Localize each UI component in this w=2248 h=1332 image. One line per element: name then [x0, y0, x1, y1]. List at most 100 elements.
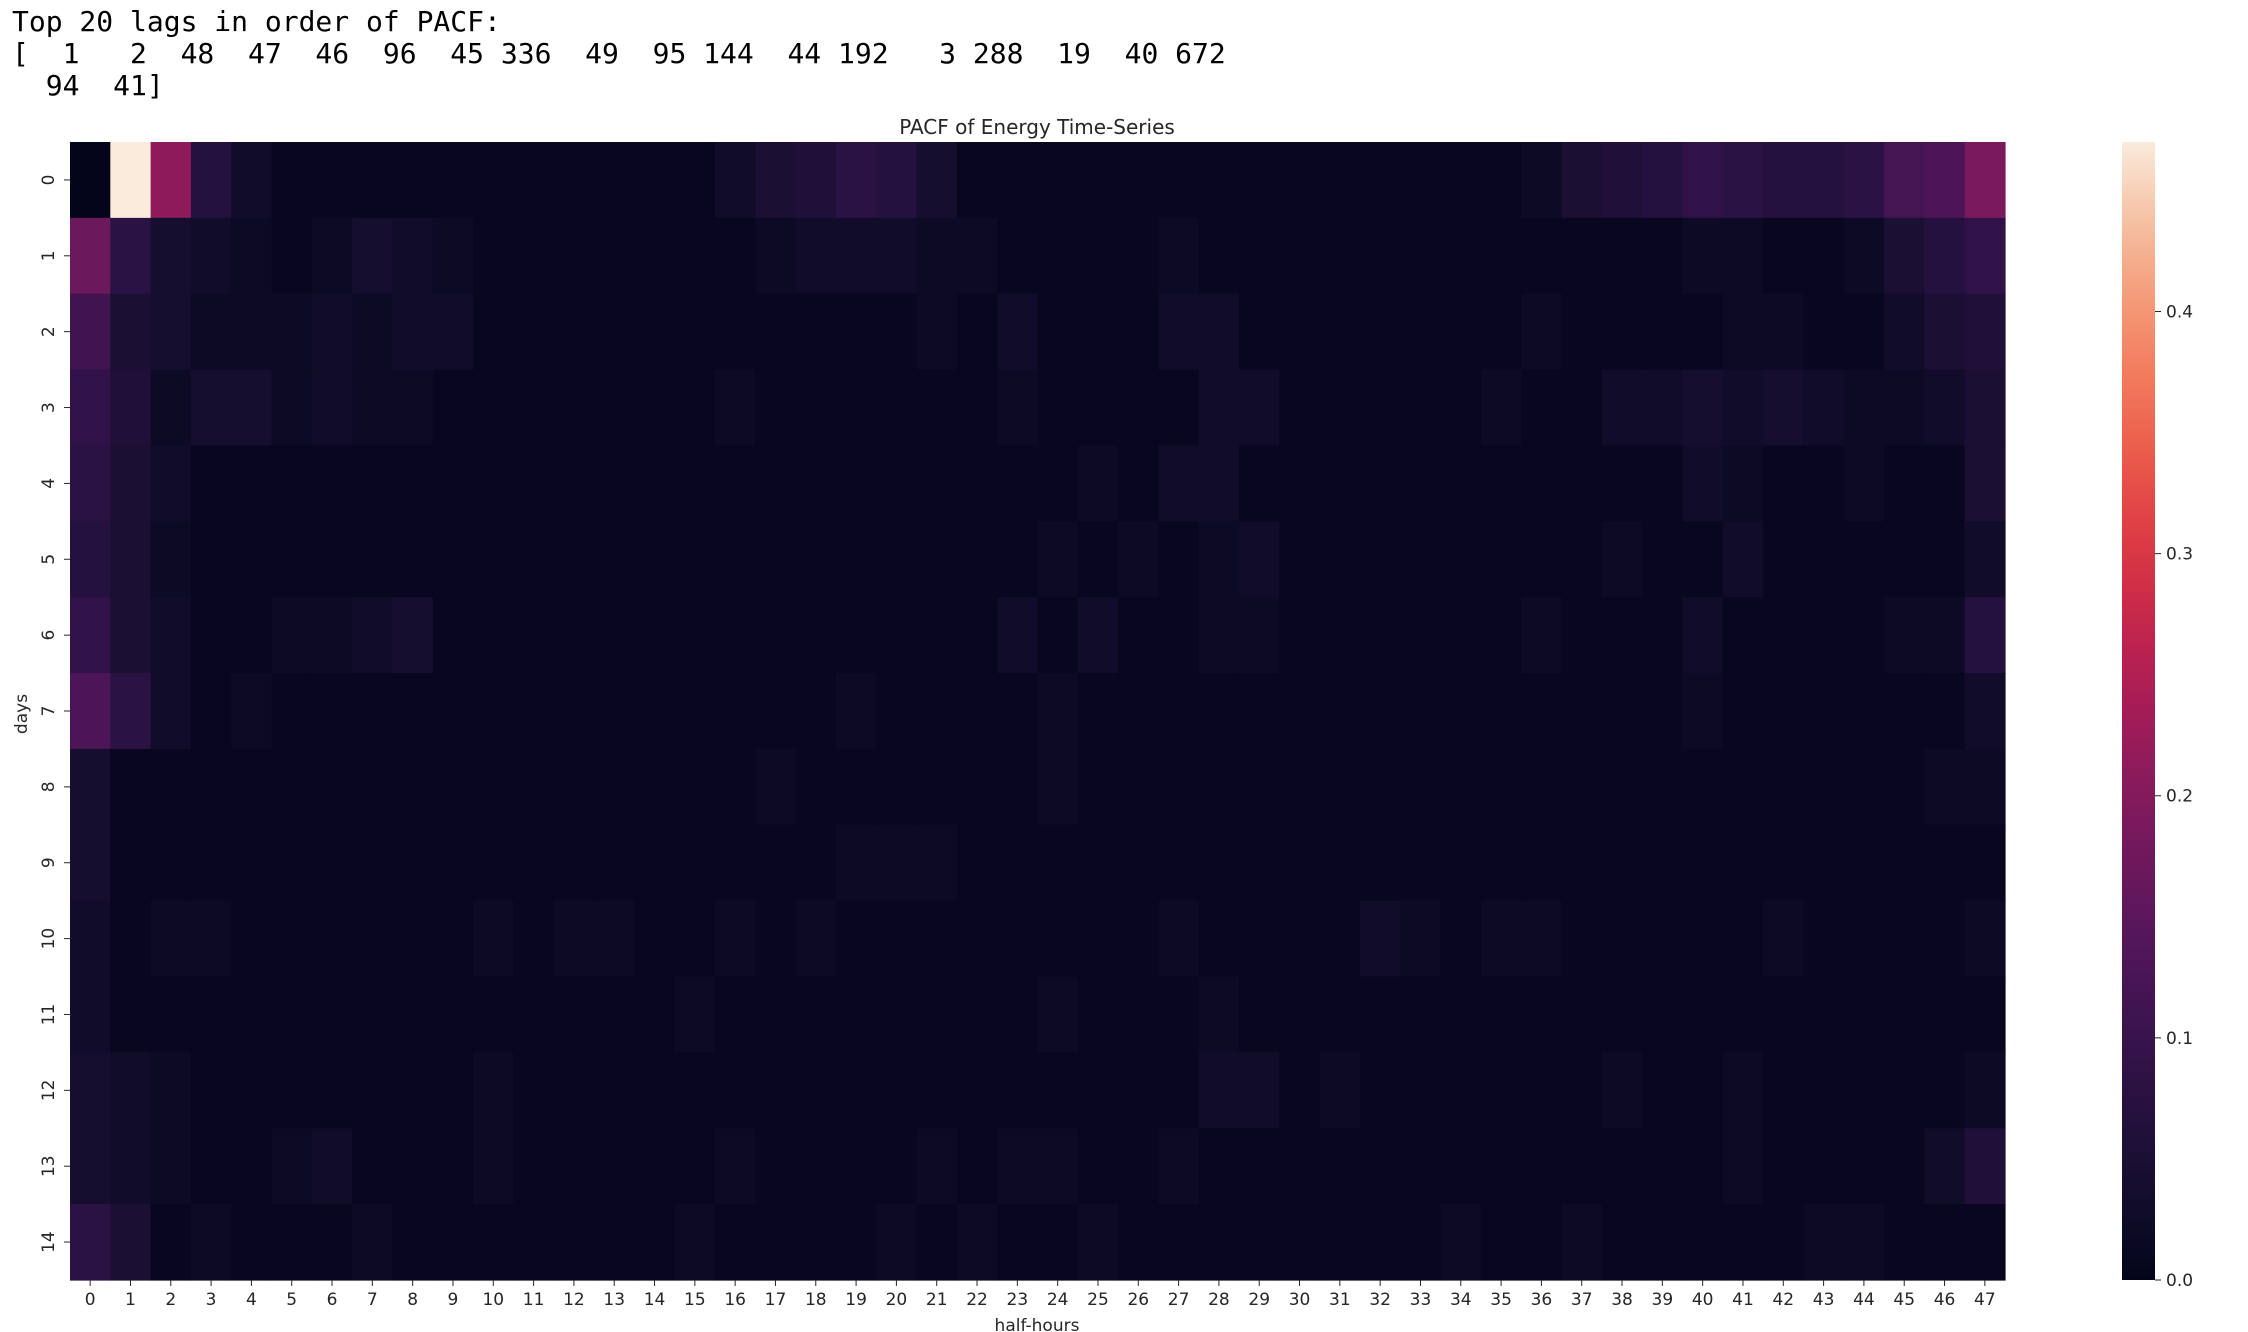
y-tick-label: 8 — [39, 781, 59, 792]
x-tick-label: 7 — [367, 1290, 378, 1310]
heatmap-cell-r3-c44 — [1843, 369, 1885, 447]
heatmap-cell-r2-c46 — [1924, 293, 1966, 371]
console-output: Top 20 lags in order of PACF: [ 1 2 48 4… — [12, 6, 1226, 102]
heatmap-cell-r6-c20 — [876, 597, 918, 674]
heatmap-cell-r3-c37 — [1561, 369, 1603, 447]
heatmap-cell-r12-c10 — [473, 1052, 515, 1129]
heatmap-cell-r0-c8 — [392, 142, 434, 219]
heatmap-cell-r1-c42 — [1763, 217, 1805, 295]
x-tick-label: 21 — [926, 1290, 948, 1310]
heatmap-cell-r9-c33 — [1400, 824, 1442, 902]
x-tick-label: 28 — [1208, 1290, 1230, 1310]
heatmap-cell-r7-c37 — [1561, 673, 1603, 750]
x-tick-label: 6 — [327, 1290, 338, 1310]
heatmap-cell-r11-c9 — [432, 976, 474, 1053]
heatmap-cell-r1-c8 — [392, 217, 434, 295]
heatmap-cell-r6-c11 — [513, 597, 555, 674]
heatmap-cell-r10-c40 — [1682, 900, 1724, 978]
heatmap-cell-r4-c44 — [1843, 445, 1885, 522]
heatmap-cell-r0-c4 — [231, 142, 273, 219]
heatmap-cell-r4-c13 — [594, 445, 635, 522]
x-tick-label: 41 — [1732, 1290, 1754, 1310]
heatmap-cell-r9-c4 — [231, 824, 273, 902]
heatmap-cell-r8-c9 — [432, 748, 474, 826]
heatmap-cell-r2-c14 — [634, 293, 676, 371]
x-axis-label: half-hours — [995, 1316, 1080, 1332]
heatmap-cell-r3-c24 — [1037, 369, 1079, 447]
heatmap-cell-r10-c7 — [352, 900, 394, 978]
heatmap-cell-r7-c1 — [110, 673, 152, 750]
heatmap-cell-r7-c20 — [876, 673, 918, 750]
heatmap-cell-r10-c31 — [1319, 900, 1361, 978]
heatmap-cell-r6-c40 — [1682, 597, 1724, 674]
heatmap-cell-r7-c39 — [1642, 673, 1684, 750]
heatmap-cell-r10-c22 — [956, 900, 998, 978]
heatmap-cell-r11-c1 — [110, 976, 152, 1053]
heatmap-cell-r12-c43 — [1803, 1052, 1845, 1129]
heatmap-cell-r2-c0 — [70, 293, 111, 371]
heatmap-cell-r8-c46 — [1924, 748, 1966, 826]
heatmap-cell-r7-c34 — [1440, 673, 1482, 750]
heatmap-cell-r3-c12 — [553, 369, 595, 447]
heatmap-cell-r8-c26 — [1118, 748, 1160, 826]
heatmap-cell-r1-c26 — [1118, 217, 1160, 295]
heatmap-cell-r11-c46 — [1924, 976, 1966, 1053]
heatmap-cell-r5-c1 — [110, 521, 152, 598]
heatmap-cell-r0-c35 — [1480, 142, 1522, 219]
heatmap-cell-r11-c20 — [876, 976, 918, 1053]
heatmap-cell-r9-c13 — [594, 824, 635, 902]
heatmap-cell-r9-c44 — [1843, 824, 1885, 902]
y-tick-label: 5 — [39, 554, 59, 565]
heatmap-cell-r12-c1 — [110, 1052, 152, 1129]
heatmap-cell-r2-c31 — [1319, 293, 1361, 371]
heatmap-cell-r9-c34 — [1440, 824, 1482, 902]
heatmap-cell-r2-c15 — [674, 293, 716, 371]
heatmap-cell-r4-c4 — [231, 445, 273, 522]
heatmap-cell-r6-c5 — [271, 597, 313, 674]
x-tick-label: 13 — [603, 1290, 625, 1310]
x-tick-label: 25 — [1087, 1290, 1109, 1310]
heatmap-cell-r3-c1 — [110, 369, 152, 447]
heatmap-cell-r0-c21 — [916, 142, 958, 219]
heatmap-cell-r0-c42 — [1763, 142, 1805, 219]
heatmap-cell-r5-c13 — [594, 521, 635, 598]
heatmap-cell-r4-c8 — [392, 445, 434, 522]
heatmap-cell-r3-c43 — [1803, 369, 1845, 447]
heatmap-cell-r12-c6 — [311, 1052, 353, 1129]
heatmap-cell-r6-c2 — [150, 597, 192, 674]
x-tick-label: 35 — [1490, 1290, 1512, 1310]
heatmap-cell-r0-c47 — [1964, 142, 2006, 219]
heatmap-cell-r4-c14 — [634, 445, 676, 522]
heatmap-cell-r7-c21 — [916, 673, 958, 750]
heatmap-cell-r5-c44 — [1843, 521, 1885, 598]
heatmap-cell-r3-c7 — [352, 369, 394, 447]
heatmap-cell-r4-c16 — [715, 445, 756, 522]
heatmap-cell-r11-c25 — [1077, 976, 1119, 1053]
heatmap-cell-r9-c22 — [956, 824, 998, 902]
heatmap-cell-r2-c11 — [513, 293, 555, 371]
heatmap-cell-r14-c19 — [835, 1204, 877, 1281]
x-tick-label: 16 — [724, 1290, 746, 1310]
heatmap-cell-r10-c17 — [755, 900, 797, 978]
heatmap-cell-r5-c42 — [1763, 521, 1805, 598]
console-array-line-2: 94 41] — [12, 69, 164, 102]
heatmap-cell-r4-c37 — [1561, 445, 1603, 522]
heatmap-cell-r0-c14 — [634, 142, 676, 219]
heatmap-cell-r14-c29 — [1239, 1204, 1280, 1281]
heatmap-cell-r4-c35 — [1480, 445, 1522, 522]
heatmap-cell-r12-c28 — [1198, 1052, 1240, 1129]
heatmap-cell-r8-c27 — [1158, 748, 1200, 826]
heatmap-cell-r11-c45 — [1884, 976, 1925, 1053]
heatmap-cell-r8-c23 — [997, 748, 1039, 826]
heatmap-cell-r2-c27 — [1158, 293, 1200, 371]
heatmap-cell-r7-c17 — [755, 673, 797, 750]
heatmap-cell-r5-c16 — [715, 521, 756, 598]
y-axis-label: days — [12, 694, 32, 734]
x-tick-label: 11 — [523, 1290, 545, 1310]
heatmap-cell-r13-c25 — [1077, 1128, 1119, 1205]
heatmap-cell-r10-c23 — [997, 900, 1039, 978]
heatmap-cell-r9-c30 — [1279, 824, 1321, 902]
heatmap-cell-r3-c14 — [634, 369, 676, 447]
heatmap-cell-r1-c13 — [594, 217, 635, 295]
heatmap-cell-r6-c17 — [755, 597, 797, 674]
